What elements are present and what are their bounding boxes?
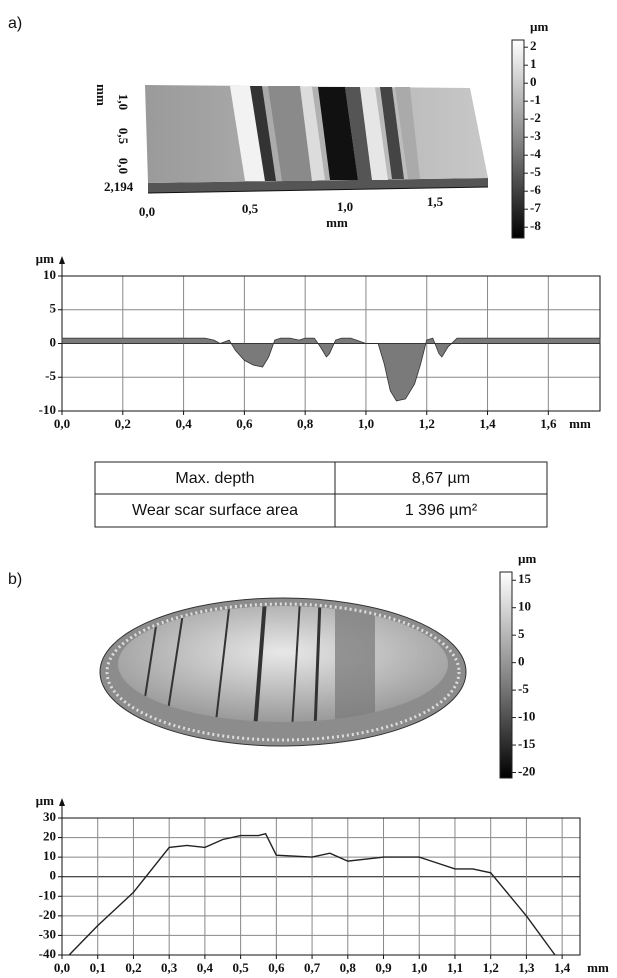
colorbar-unit: µm xyxy=(518,551,536,566)
x-tick-label: 0,9 xyxy=(375,960,392,975)
y-tick-label: -20 xyxy=(39,907,56,922)
x-tick-label: 0,5 xyxy=(232,960,249,975)
colorbar-tick-label: -15 xyxy=(518,736,536,751)
z-tick-label: 2,194 xyxy=(104,179,134,194)
x-tick-label: 1,3 xyxy=(518,960,535,975)
y-tick-label: 5 xyxy=(50,301,57,316)
colorbar-tick-label: -5 xyxy=(530,164,541,179)
colorbar-tick-label: -20 xyxy=(518,763,535,778)
colorbar-tick-label: 10 xyxy=(518,599,531,614)
x-tick-label: 0,6 xyxy=(268,960,285,975)
x-tick-label: 1,4 xyxy=(554,960,571,975)
x-axis-label: mm xyxy=(326,215,348,230)
x-tick-label: 1,0 xyxy=(411,960,427,975)
y-axis-arrow xyxy=(59,798,65,806)
y-axis-arrow xyxy=(59,256,65,264)
table-cell: Wear scar surface area xyxy=(132,502,298,519)
colorbar-tick-label: -4 xyxy=(530,146,541,161)
colorbar-tick-label: 5 xyxy=(518,626,525,641)
y-tick-label: 20 xyxy=(43,829,56,844)
y-tick-label: 0 xyxy=(50,334,57,349)
x-tick-label: 0,8 xyxy=(340,960,357,975)
x-tick-label: 0,0 xyxy=(54,416,70,431)
x-tick-label: 1,1 xyxy=(447,960,463,975)
x-tick-label: 0,8 xyxy=(297,416,314,431)
y-tick-label: 0,5 xyxy=(116,128,131,145)
x-tick-label: 0,2 xyxy=(125,960,141,975)
table-cell: 1 396 µm² xyxy=(405,502,478,519)
colorbar-tick-label: 0 xyxy=(518,654,525,669)
x-tick-label: 0,4 xyxy=(175,416,192,431)
table-cell: Max. depth xyxy=(175,470,254,487)
y-tick-label: 10 xyxy=(43,848,56,863)
y-tick-label: -10 xyxy=(39,402,56,417)
y-tick-label: -40 xyxy=(39,946,56,961)
x-tick-label: 0,6 xyxy=(236,416,253,431)
y-tick-label: 1,0 xyxy=(116,94,131,110)
x-tick-label: 0,4 xyxy=(197,960,214,975)
x-tick-label: 1,4 xyxy=(479,416,496,431)
colorbar-tick-label: -10 xyxy=(518,709,535,724)
colorbar-tick-label: -1 xyxy=(530,92,541,107)
x-tick-label: 1,5 xyxy=(427,194,444,209)
surface-axes xyxy=(147,186,489,194)
y-tick-label: 0 xyxy=(50,868,57,883)
y-tick-label: 30 xyxy=(43,809,56,824)
x-tick-label: 0,2 xyxy=(115,416,131,431)
colorbar-tick-label: 0 xyxy=(530,74,537,89)
y-tick-label: -30 xyxy=(39,926,56,941)
x-tick-label: 0,5 xyxy=(242,201,259,216)
colorbar-tick-label: 15 xyxy=(518,571,532,586)
colorbar-tick-label: -2 xyxy=(530,110,541,125)
y-tick-label: -5 xyxy=(45,368,56,383)
area-fill xyxy=(61,337,601,402)
colorbar xyxy=(499,571,513,779)
panel-label: a) xyxy=(8,15,22,32)
x-tick-label: 1,2 xyxy=(483,960,499,975)
x-tick-label: 0,0 xyxy=(54,960,70,975)
y-axis-label: mm xyxy=(94,84,109,106)
x-tick-label: 1,0 xyxy=(358,416,374,431)
x-tick-label: 0,0 xyxy=(139,204,155,219)
colorbar-tick-label: 1 xyxy=(530,56,537,71)
colorbar-tick-label: 2 xyxy=(530,38,537,53)
colorbar-tick-label: -6 xyxy=(530,182,541,197)
colorbar-tick-label: -8 xyxy=(530,218,541,233)
colorbar-unit: µm xyxy=(530,19,548,34)
table xyxy=(94,461,548,528)
x-tick-label: 1,6 xyxy=(540,416,557,431)
surface-image-a xyxy=(145,85,488,193)
x-tick-label: 0,1 xyxy=(90,960,106,975)
colorbar-tick-label: -7 xyxy=(530,200,541,215)
y-tick-label: 10 xyxy=(43,267,56,282)
y-tick-label: 0,0 xyxy=(116,158,131,174)
x-tick-label: 1,0 xyxy=(337,199,353,214)
y-tick-label: -10 xyxy=(39,887,56,902)
y-axis-label: µm xyxy=(36,793,54,808)
colorbar-tick-label: -5 xyxy=(518,681,529,696)
table-cell: 8,67 µm xyxy=(412,470,470,487)
profile-line xyxy=(68,832,556,956)
surface-image-b xyxy=(99,597,467,747)
y-axis-label: µm xyxy=(36,251,54,266)
panel-label: b) xyxy=(8,571,22,588)
x-tick-label: 0,3 xyxy=(161,960,178,975)
colorbar xyxy=(511,39,525,239)
x-tick-label: 1,2 xyxy=(419,416,435,431)
x-tick-label: 0,7 xyxy=(304,960,321,975)
colorbar-tick-label: -3 xyxy=(530,128,541,143)
x-axis-label: mm xyxy=(587,960,609,975)
x-axis-label: mm xyxy=(569,416,591,431)
